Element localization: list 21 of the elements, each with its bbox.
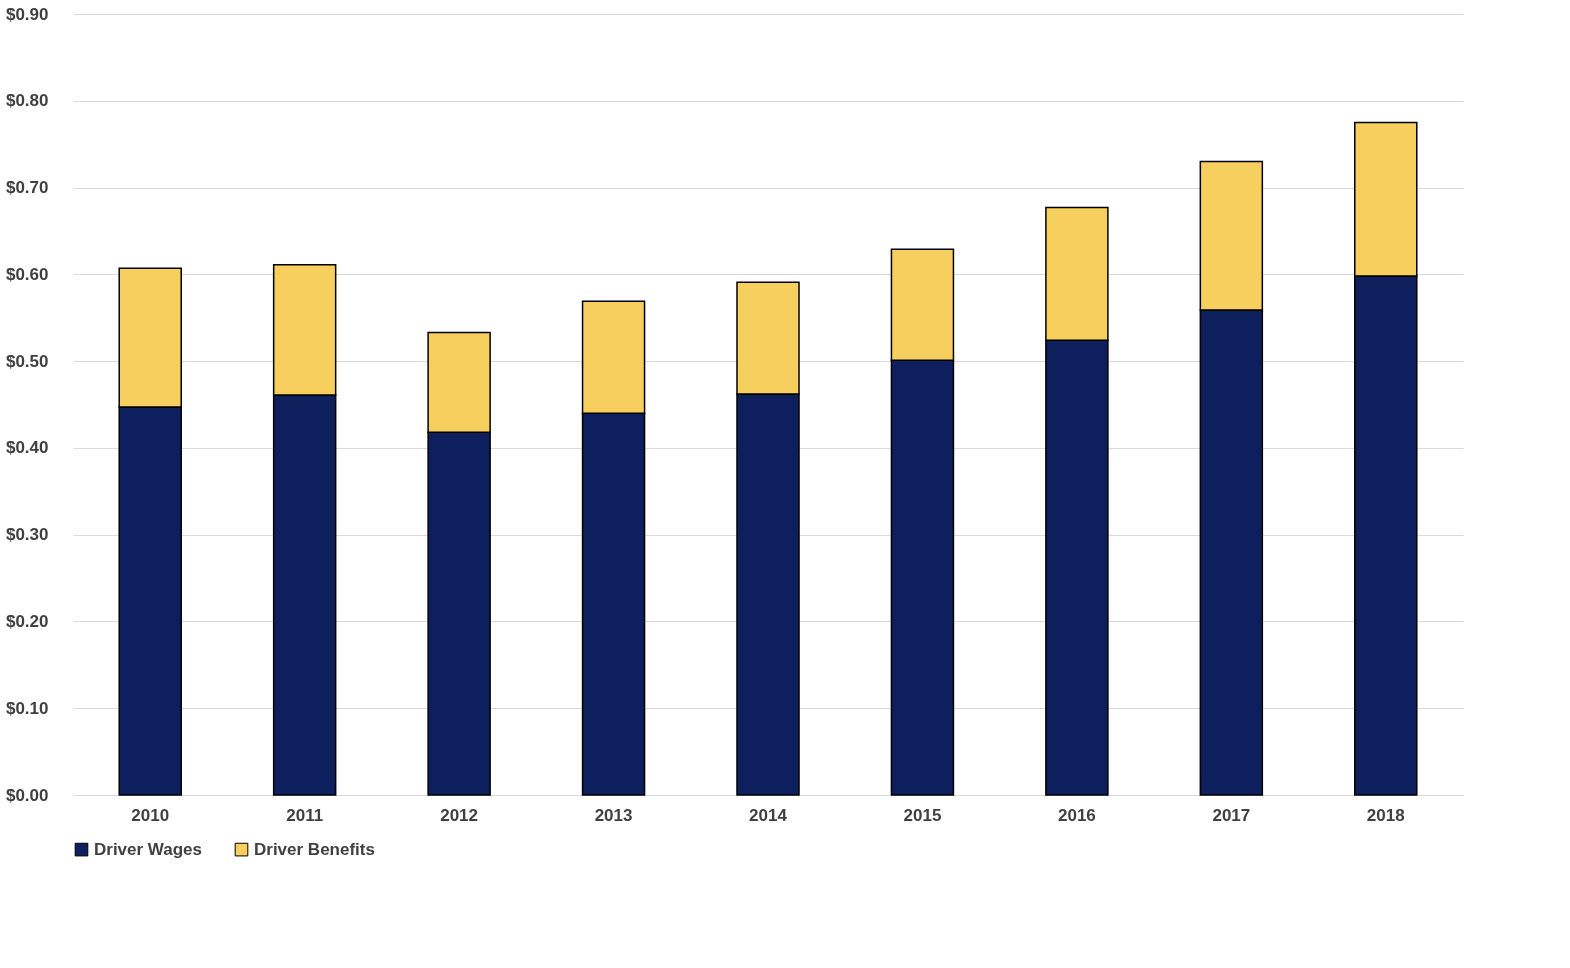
y-tick-label: $0.90 xyxy=(5,4,49,24)
x-tick-label: 2014 xyxy=(749,805,788,825)
legend-label: Driver Benefits xyxy=(254,839,375,859)
y-tick-label: $0.10 xyxy=(5,698,49,718)
y-tick-label: $0.30 xyxy=(5,525,49,545)
y-tick-label: $0.80 xyxy=(5,91,49,111)
y-tick-label: $0.50 xyxy=(5,351,49,371)
y-tick-label: $0.20 xyxy=(5,611,49,631)
x-tick-label: 2016 xyxy=(1057,805,1096,825)
x-tick-label: 2012 xyxy=(440,805,479,825)
x-tick-label: 2011 xyxy=(286,805,324,825)
x-tick-label: 2015 xyxy=(903,805,942,825)
x-tick-label: 2017 xyxy=(1212,805,1251,825)
x-tick-label: 2010 xyxy=(131,805,170,825)
y-tick-label: $0.70 xyxy=(5,178,49,198)
y-tick-label: $0.00 xyxy=(5,785,49,805)
y-tick-label: $0.40 xyxy=(5,438,49,458)
y-tick-label: $0.60 xyxy=(5,264,49,284)
x-tick-label: 2013 xyxy=(594,805,633,825)
legend-label: Driver Wages xyxy=(94,839,203,859)
x-tick-label: 2018 xyxy=(1366,805,1405,825)
